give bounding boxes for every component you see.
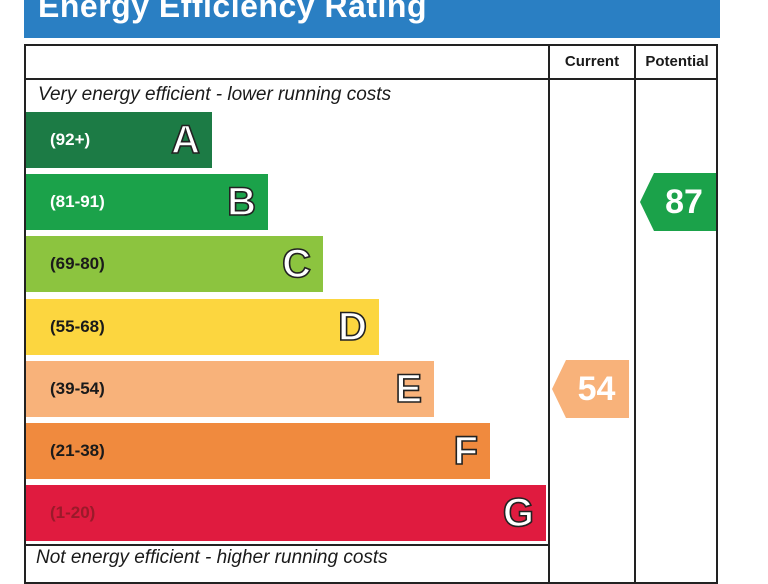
band-g: (1-20) G: [26, 485, 546, 541]
band-range-label: (1-20): [50, 503, 96, 522]
header-divider: [24, 78, 718, 80]
current-rating-badge: 54: [552, 360, 629, 418]
band-letter: G: [502, 490, 535, 536]
chart-title: Energy Efficiency Rating: [38, 0, 427, 24]
band-f: (21-38) F: [26, 423, 490, 479]
current-column-header: Current: [564, 53, 620, 70]
band-letter: C: [281, 241, 311, 287]
band-letter: F: [453, 428, 479, 474]
potential-rating-badge: 87: [640, 173, 716, 231]
band-a: (92+) A: [26, 112, 212, 168]
band-d: (55-68) D: [26, 299, 379, 355]
band-range-label: (55-68): [50, 317, 105, 336]
band-letter: E: [395, 366, 423, 412]
band-letter: A: [170, 117, 200, 163]
footer-divider: [24, 544, 550, 546]
band-range-label: (92+): [50, 130, 91, 149]
band-range-label: (21-38): [50, 441, 105, 460]
potential-rating-value: 87: [665, 183, 703, 221]
band-e: (39-54) E: [26, 361, 434, 417]
band-range-label: (81-91): [50, 192, 105, 211]
band-c: (69-80) C: [26, 236, 323, 292]
current-rating-value: 54: [577, 370, 616, 408]
band-range-label: (39-54): [50, 379, 105, 398]
band-b: (81-91) B: [26, 174, 268, 230]
bottom-note: Not energy efficient - higher running co…: [36, 547, 388, 568]
potential-column-divider: [634, 44, 636, 584]
band-range-label: (69-80): [50, 254, 105, 273]
band-letter: B: [226, 179, 256, 225]
title-bar: Energy Efficiency Rating: [24, 0, 720, 38]
current-column-divider: [548, 44, 550, 584]
potential-column-header: Potential: [645, 53, 709, 70]
top-note: Very energy efficient - lower running co…: [38, 84, 392, 105]
band-letter: D: [337, 304, 367, 350]
